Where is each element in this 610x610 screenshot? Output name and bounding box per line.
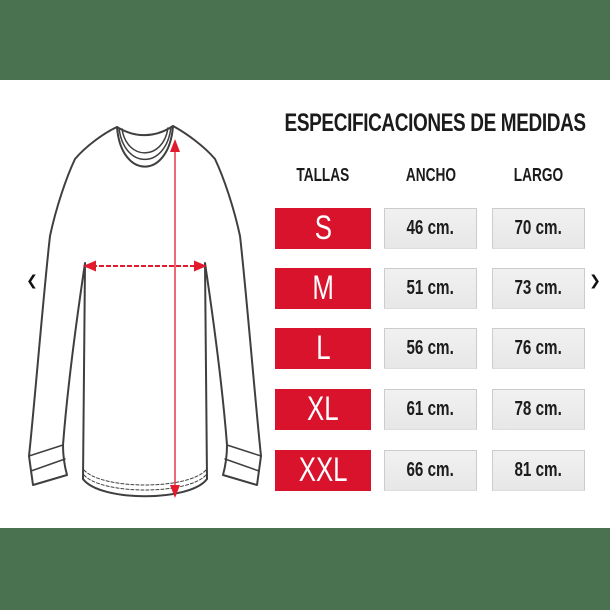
column-header-tallas: TALLAS xyxy=(296,164,350,185)
size-badge: S xyxy=(275,208,371,249)
ancho-value: 61 cm. xyxy=(384,389,477,430)
shirt-line-drawing xyxy=(28,125,262,498)
page-title: ESPECIFICACIONES DE MEDIDAS xyxy=(284,108,586,137)
largo-value: 73 cm. xyxy=(492,268,585,309)
size-badge: XXL xyxy=(275,450,371,491)
column-header-ancho: ANCHO xyxy=(405,164,456,185)
ancho-value: 46 cm. xyxy=(384,208,477,249)
column-header-largo: LARGO xyxy=(513,164,564,185)
size-badge: M xyxy=(275,268,371,309)
largo-value: 81 cm. xyxy=(492,450,585,491)
top-green-banner xyxy=(0,0,610,80)
largo-value: 76 cm. xyxy=(492,328,585,369)
table-row-l: L 56 cm. 76 cm. xyxy=(0,328,610,369)
table-row-xl: XL 61 cm. 78 cm. xyxy=(0,389,610,430)
bottom-green-banner xyxy=(0,528,610,610)
width-measure-arrow xyxy=(83,260,207,272)
table-row-m: M 51 cm. 73 cm. xyxy=(0,268,610,309)
ancho-value: 56 cm. xyxy=(384,328,477,369)
table-row-xxl: XXL 66 cm. 81 cm. xyxy=(0,450,610,491)
size-badge: XL xyxy=(275,389,371,430)
size-badge: L xyxy=(275,328,371,369)
largo-value: 78 cm. xyxy=(492,389,585,430)
length-measure-arrow xyxy=(170,139,180,498)
largo-value: 70 cm. xyxy=(492,208,585,249)
ancho-value: 66 cm. xyxy=(384,450,477,491)
carousel-next-icon[interactable]: ❯ xyxy=(587,272,603,290)
table-row-s: S 46 cm. 70 cm. xyxy=(0,208,610,249)
ancho-value: 51 cm. xyxy=(384,268,477,309)
carousel-prev-icon[interactable]: ❮ xyxy=(24,272,40,290)
